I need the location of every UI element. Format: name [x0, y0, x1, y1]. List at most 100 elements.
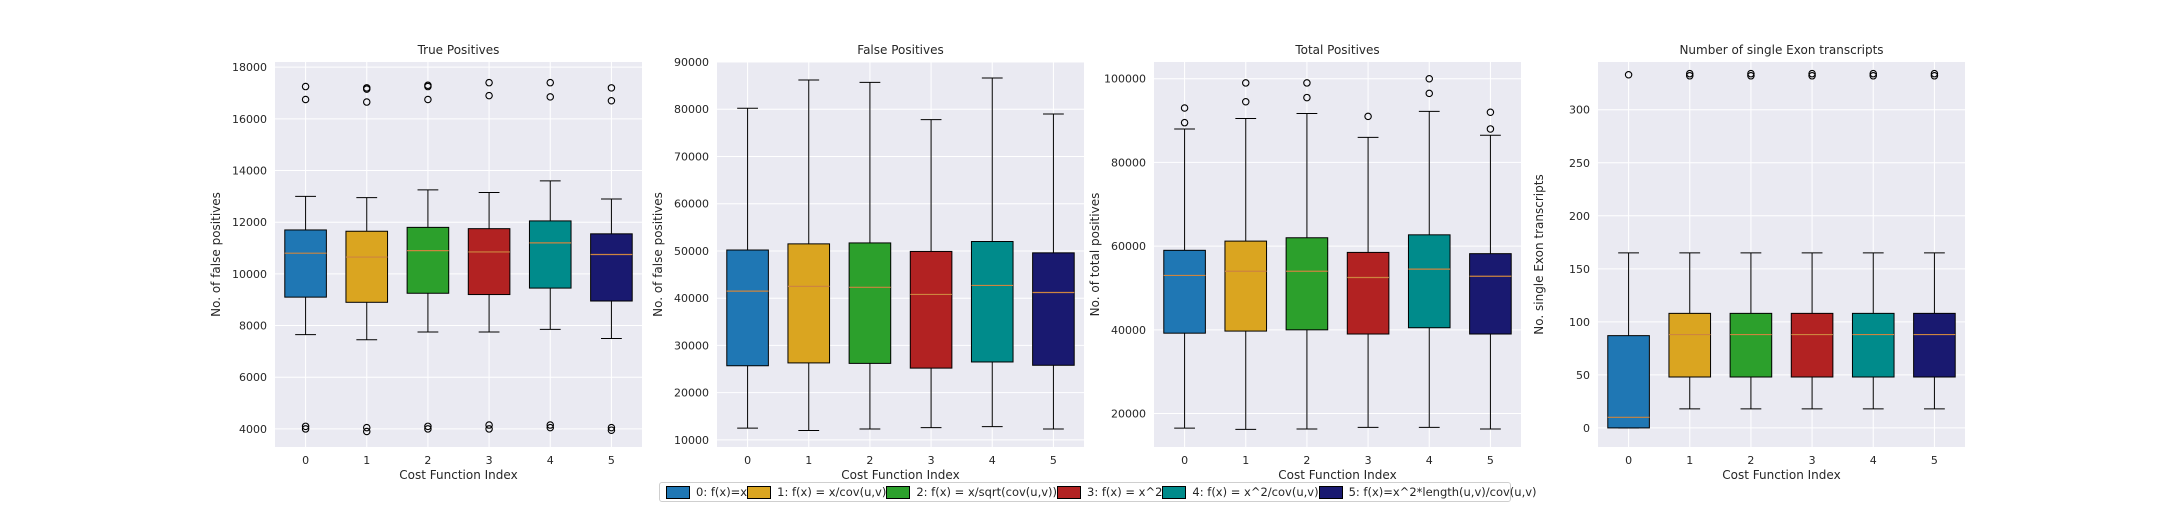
x-tick-label-3-3: 3 [1809, 454, 1816, 467]
y-tick-label-1-5: 60000 [674, 198, 709, 211]
box-0-1 [345, 84, 389, 436]
flier-3-5-1 [1930, 69, 1939, 78]
box-3-3 [1790, 69, 1834, 410]
flier-0-2-1 [424, 422, 432, 431]
flier-3-5-0 [1930, 72, 1939, 80]
panel-1: 10000 20000 30000 40000 50000 60000 70000 80000… [651, 43, 1084, 482]
y-axis-label-3: No. single Exon transcripts [1532, 174, 1546, 334]
box-body-0-2 [406, 226, 450, 294]
x-tick-label-1-3: 3 [928, 454, 935, 467]
flier-0-0-2 [301, 95, 310, 104]
flier-2-0-0 [1180, 118, 1189, 127]
panel-2: 20000 40000 60000 80000 100000 0 1 2 3 4 5 Total Po… [1088, 43, 1521, 482]
box-1-2 [848, 81, 892, 430]
box-0-3 [467, 78, 511, 433]
chart-title-3: Number of single Exon transcripts [1679, 43, 1883, 57]
flier-0-1-4 [362, 84, 371, 92]
box-body-0-4 [528, 220, 572, 289]
legend: 0: f(x)=x 1: f(x) = x/cov(u,v) 2: f(x) =… [659, 482, 1537, 502]
flier-0-1-1 [362, 423, 371, 432]
box-3-0 [1607, 70, 1650, 429]
x-tick-label-1-5: 5 [1050, 454, 1057, 467]
legend-swatch-4 [1162, 485, 1187, 499]
x-tick-label-2-5: 5 [1487, 454, 1494, 467]
x-tick-label-1-2: 2 [866, 454, 873, 467]
flier-0-4-3 [546, 78, 554, 87]
flier-2-1-1 [1242, 79, 1250, 87]
y-tick-label-2-0: 20000 [1111, 408, 1146, 421]
chart-title-2: Total Positives [1294, 43, 1379, 57]
y-tick-label-0-3: 10000 [232, 268, 267, 281]
box-3-5 [1913, 69, 1956, 410]
panel-3: 0 50 100 150 200 250 300 0 1 2 3 4 5 Number of single… [1532, 43, 1965, 482]
box-2-3 [1346, 112, 1390, 428]
x-tick-label-0-4: 4 [547, 454, 554, 467]
flier-0-4-0 [546, 423, 554, 432]
flier-3-4-1 [1869, 69, 1878, 78]
legend-swatch-1 [747, 485, 772, 499]
flier-0-0-3 [301, 82, 310, 91]
box-0-0 [284, 82, 327, 433]
flier-0-3-1 [485, 421, 493, 429]
box-2-5 [1469, 108, 1512, 430]
x-axis-label-2: Cost Function Index [1278, 468, 1396, 482]
box-body-2-2 [1285, 237, 1329, 331]
flier-0-4-1 [546, 421, 554, 429]
y-tick-label-3-5: 250 [1569, 157, 1590, 170]
box-body-2-5 [1469, 253, 1512, 335]
x-tick-label-2-2: 2 [1303, 454, 1310, 467]
box-1-1 [787, 79, 831, 431]
flier-0-4-2 [546, 93, 554, 101]
legend-label-4: 4: f(x) = x^2/cov(u,v) [1192, 485, 1319, 499]
legend-label-5: 5: f(x)=x^2*length(u,v)/cov(u,v) [1348, 485, 1537, 499]
y-tick-label-1-8: 90000 [674, 56, 709, 69]
flier-0-1-0 [362, 427, 371, 436]
y-tick-label-0-5: 14000 [232, 165, 267, 178]
y-tick-label-3-6: 300 [1569, 104, 1590, 117]
legend-item-3: 3: f(x) = x^2 [1057, 485, 1162, 499]
plot-area-0 [275, 62, 642, 447]
y-tick-label-1-2: 30000 [674, 339, 709, 352]
box-body-3-2 [1729, 312, 1773, 378]
y-tick-label-1-0: 10000 [674, 434, 709, 447]
flier-3-1-0 [1686, 72, 1694, 80]
box-body-1-0 [726, 249, 769, 367]
y-tick-label-2-3: 80000 [1111, 156, 1146, 169]
legend-label-2: 2: f(x) = x/sqrt(cov(u,v)) [916, 485, 1058, 499]
chart-title-1: False Positives [857, 43, 943, 57]
y-tick-label-3-4: 200 [1569, 210, 1590, 223]
y-tick-label-3-2: 100 [1569, 316, 1590, 329]
x-tick-label-2-0: 0 [1181, 454, 1188, 467]
x-axis-label-0: Cost Function Index [399, 468, 517, 482]
box-3-2 [1729, 69, 1773, 410]
x-axis-label-3: Cost Function Index [1722, 468, 1840, 482]
x-tick-label-2-3: 3 [1365, 454, 1372, 467]
x-tick-label-1-0: 0 [744, 454, 751, 467]
legend-label-1: 1: f(x) = x/cov(u,v) [777, 485, 887, 499]
box-0-2 [406, 81, 450, 433]
y-axis-label-2: No. of total positives [1088, 193, 1102, 317]
box-0-4 [528, 78, 572, 432]
y-tick-label-2-4: 100000 [1104, 73, 1146, 86]
x-tick-label-3-1: 1 [1686, 454, 1693, 467]
plot-area-2 [1154, 62, 1521, 447]
flier-2-5-1 [1486, 108, 1495, 116]
legend-swatch-5 [1318, 485, 1343, 499]
x-tick-label-0-3: 3 [486, 454, 493, 467]
x-tick-label-0-0: 0 [302, 454, 309, 467]
flier-0-0-0 [301, 425, 310, 433]
box-body-1-3 [909, 250, 953, 369]
x-axis-label-1: Cost Function Index [841, 468, 959, 482]
box-body-2-4 [1407, 234, 1451, 329]
x-tick-label-1-4: 4 [989, 454, 996, 467]
y-tick-label-0-4: 12000 [232, 216, 267, 229]
plot-area-3 [1598, 62, 1965, 447]
flier-0-5-2 [607, 97, 616, 105]
flier-2-0-1 [1180, 104, 1189, 112]
legend-label-3: 3: f(x) = x^2 [1087, 485, 1163, 499]
x-tick-label-3-0: 0 [1625, 454, 1632, 467]
flier-2-4-0 [1425, 89, 1434, 98]
y-tick-label-1-4: 50000 [674, 245, 709, 258]
flier-0-0-1 [301, 422, 310, 431]
flier-3-4-0 [1869, 72, 1878, 80]
